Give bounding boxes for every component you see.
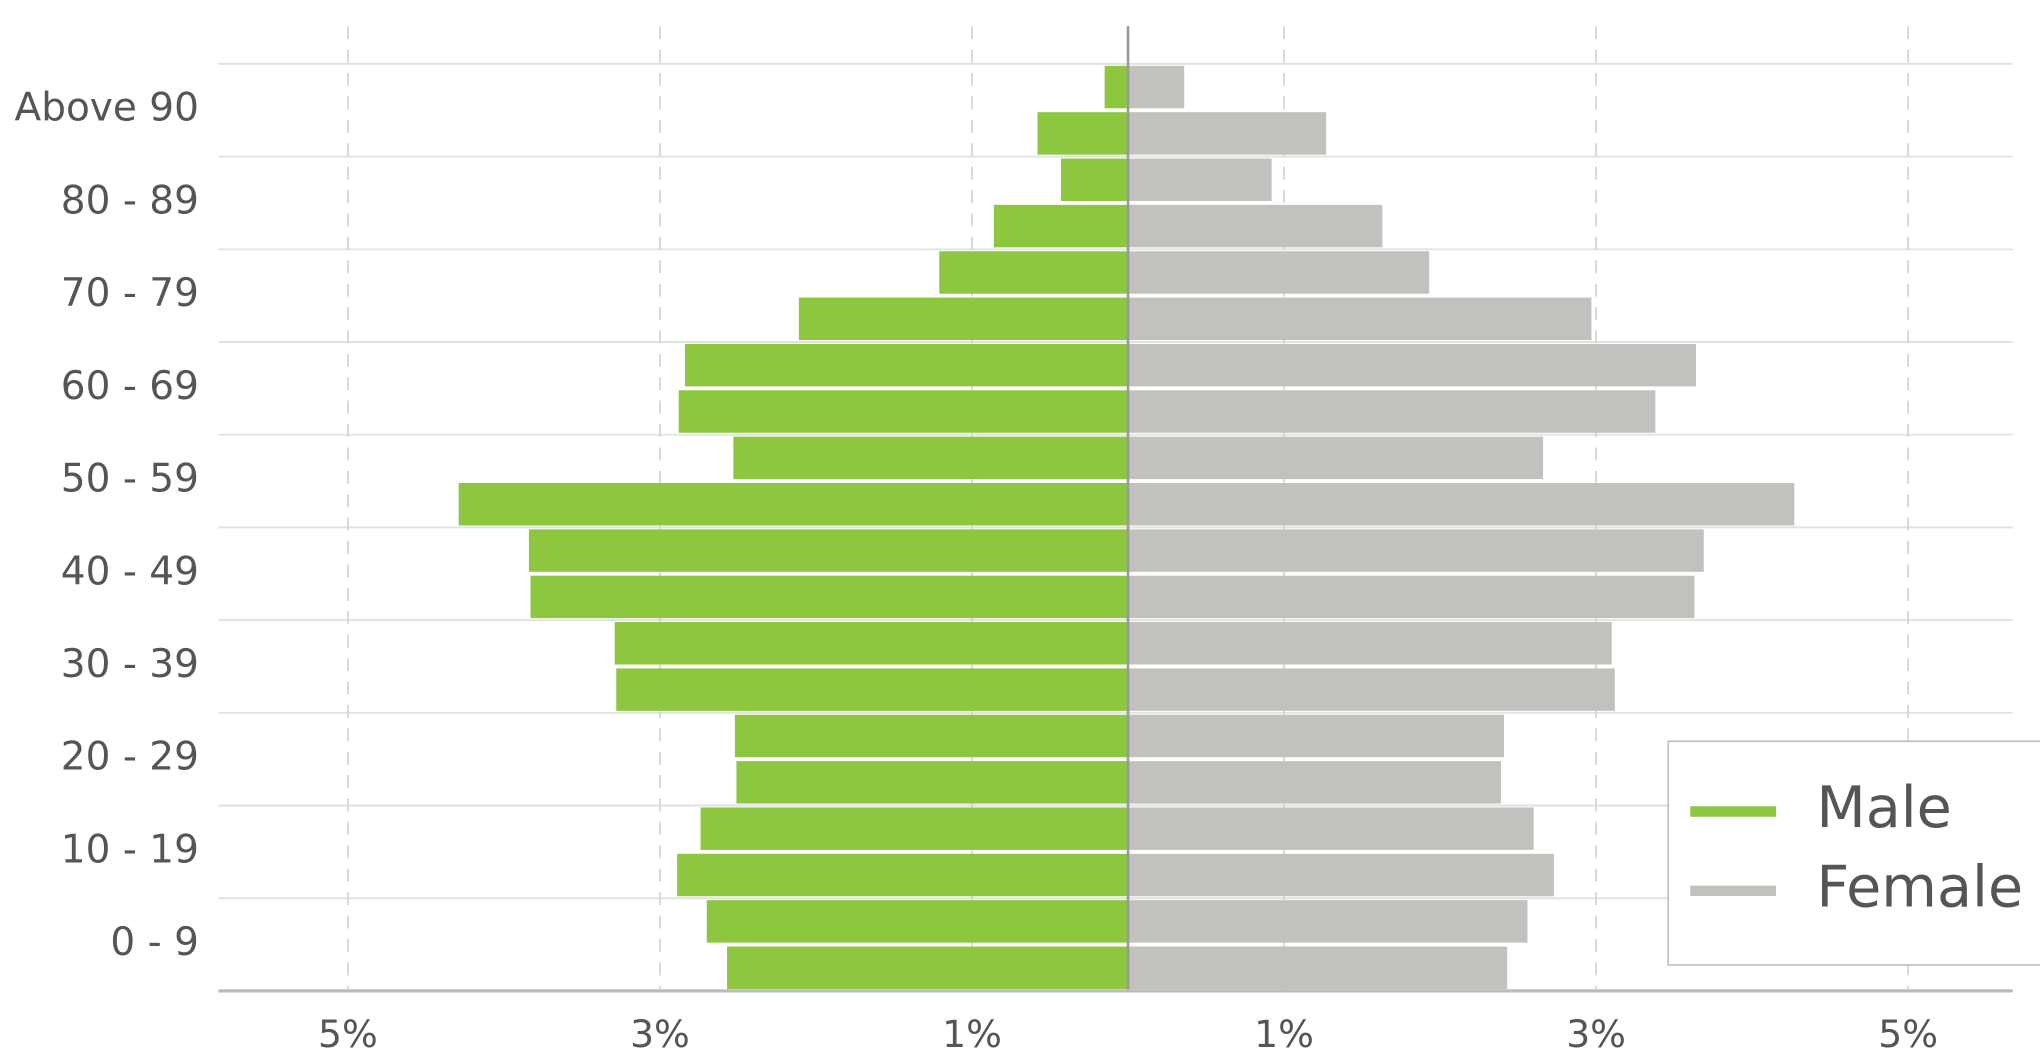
y-tick-label: 30 - 39 — [61, 642, 199, 687]
bar — [530, 575, 1129, 619]
bar — [798, 297, 1129, 341]
y-tick-label: 10 - 19 — [61, 827, 199, 872]
bar — [1128, 343, 1696, 387]
bar — [1128, 575, 1695, 619]
bar — [706, 900, 1129, 943]
bar — [1128, 900, 1528, 943]
bar — [684, 343, 1129, 387]
y-tick-label: 70 - 79 — [61, 271, 199, 316]
bar — [1128, 65, 1185, 109]
x-tick-label: 1% — [1254, 1012, 1314, 1056]
bar — [727, 946, 1129, 989]
bar — [736, 761, 1129, 804]
bar — [1128, 714, 1505, 758]
legend-label: Female — [1816, 854, 2023, 920]
y-tick-label: Above 90 — [15, 86, 199, 131]
x-tick-label: 5% — [318, 1012, 378, 1056]
bar — [678, 390, 1129, 433]
legend: Male Female — [1667, 740, 2040, 966]
bar — [1128, 529, 1704, 572]
x-tick-label: 1% — [942, 1012, 1002, 1056]
bar — [1060, 158, 1129, 201]
bar — [1128, 112, 1327, 155]
bar — [1128, 668, 1615, 711]
y-tick-label: 50 - 59 — [61, 457, 199, 502]
bar — [1128, 390, 1656, 433]
bar — [1128, 946, 1508, 989]
bar — [700, 807, 1129, 850]
bar — [1104, 65, 1129, 109]
bar — [1128, 761, 1501, 804]
bar — [734, 714, 1129, 758]
bar — [458, 482, 1129, 526]
bar — [614, 622, 1129, 665]
bar — [993, 204, 1129, 248]
bar — [939, 251, 1129, 294]
y-tick-label: 60 - 69 — [61, 364, 199, 409]
y-tick-label: 0 - 9 — [110, 920, 198, 965]
y-tick-label: 80 - 89 — [61, 178, 199, 223]
bar — [1128, 622, 1612, 665]
bar — [616, 668, 1129, 711]
bar — [1128, 251, 1430, 294]
legend-box — [1667, 740, 2040, 966]
x-tick-label: 3% — [630, 1012, 690, 1056]
bar — [1128, 158, 1272, 201]
y-tick-label: 20 - 29 — [61, 735, 199, 780]
x-tick-label: 3% — [1566, 1012, 1626, 1056]
bar — [1128, 204, 1383, 248]
y-tick-label: 40 - 49 — [61, 549, 199, 594]
bar — [1037, 112, 1129, 155]
bar — [1128, 436, 1544, 480]
bar — [1128, 807, 1534, 850]
bar — [1128, 853, 1554, 897]
bar — [1128, 482, 1795, 526]
bar — [677, 853, 1129, 897]
bar — [1128, 297, 1592, 341]
bar — [733, 436, 1129, 480]
x-tick-label: 5% — [1878, 1012, 1938, 1056]
bar — [528, 529, 1129, 572]
legend-label: Male — [1816, 775, 1951, 841]
